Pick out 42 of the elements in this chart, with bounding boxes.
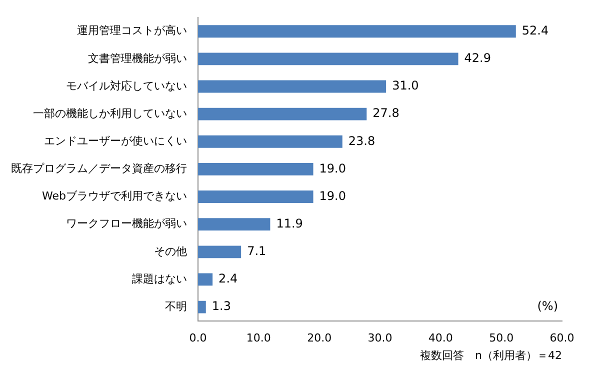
text: 複数回答 n（利用者）＝42 [419,348,563,363]
bar [198,52,458,66]
x-tick-label: 40.0 [428,331,453,344]
y-tick-label: Webブラウザで利用できない [42,190,187,203]
y-tick-label: その他 [154,244,187,258]
y-tick-label: 文書管理機能が弱い [88,52,187,65]
data-label: 19.0 [319,188,346,203]
bar [198,190,314,203]
y-tick-label: 一部の機能しか利用していない [33,106,187,120]
data-label: 42.9 [464,51,491,66]
bar [198,135,342,148]
data-label: 31.0 [392,78,419,93]
data-label: 11.9 [276,216,303,230]
y-tick-label: 課題はない [132,272,187,286]
y-tick-label: モバイル対応していない [66,79,187,92]
y-tick-label: エンドユーザーが使いにくい [44,134,187,148]
data-label: 2.4 [218,272,238,286]
bar [198,108,367,120]
y-tick-label: 運用管理コストが高い [77,24,187,38]
data-label: 7.1 [247,244,266,258]
annotation: (%) [537,298,558,313]
data-label: 23.8 [348,134,376,148]
data-label: 1.3 [212,299,231,314]
bar [198,163,314,176]
x-tick-label: 10.0 [246,331,271,344]
x-tick-label: 20.0 [307,331,332,344]
bar [198,218,270,231]
bar [198,300,206,314]
x-tick-label: 60.0 [550,331,574,344]
x-tick-label: 30.0 [368,331,392,344]
bar [198,246,242,258]
bar [198,273,213,286]
y-tick-label: 不明 [165,300,187,313]
y-tick-label: 既存プログラム／データ資産の移行 [11,162,187,176]
data-label: 19.0 [319,161,346,176]
data-label: 52.4 [522,24,549,38]
x-tick-label: 50.0 [489,331,514,344]
bar [198,80,386,93]
x-tick-label: 0.0 [189,331,207,344]
bar [198,25,516,38]
y-tick-label: ワークフロー機能が弱い [66,217,187,230]
data-label: 27.8 [372,106,400,120]
